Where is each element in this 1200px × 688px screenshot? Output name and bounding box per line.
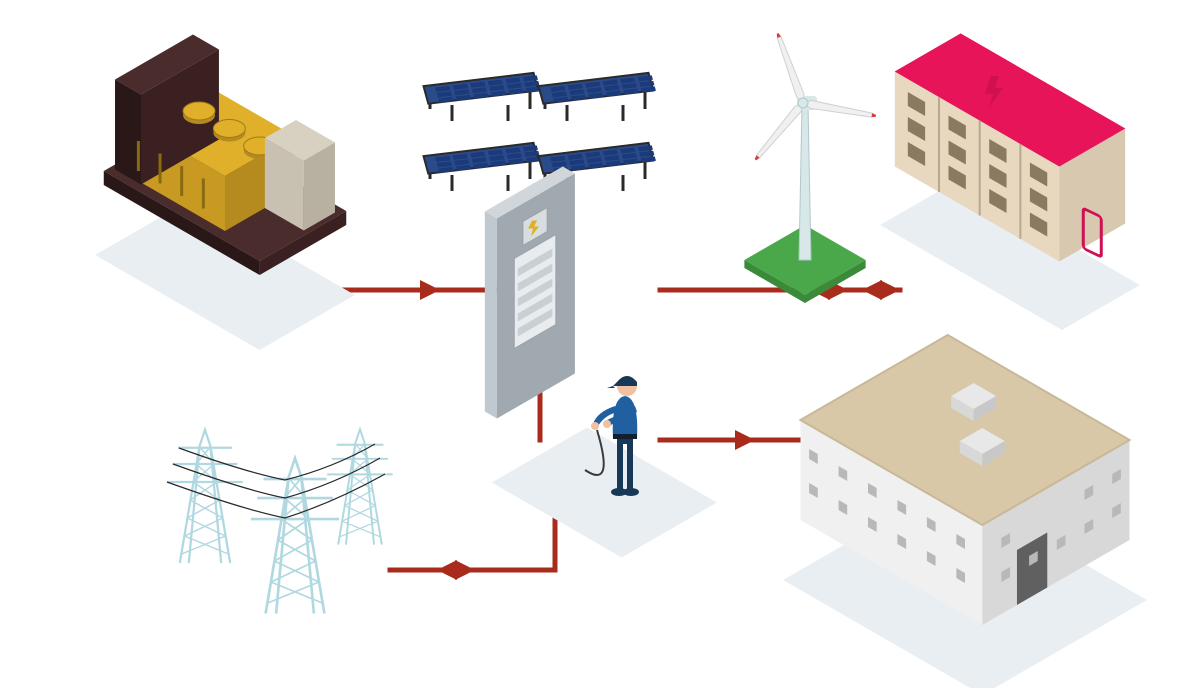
power-grid-pylons (167, 429, 393, 613)
flow-arrow (437, 560, 457, 580)
flow-arrow (880, 280, 900, 300)
flow-arrow (862, 280, 882, 300)
flow-arrow (735, 430, 755, 450)
energy-system-diagram (0, 0, 1200, 688)
diesel-generator (95, 35, 355, 351)
battery-storage (880, 34, 1140, 331)
wind-turbine (744, 32, 876, 303)
facility-building (783, 335, 1147, 688)
flow-arrow (420, 280, 440, 300)
solar-panels (424, 73, 656, 191)
control-panel-technician (485, 167, 717, 558)
flow-arrow (455, 560, 475, 580)
